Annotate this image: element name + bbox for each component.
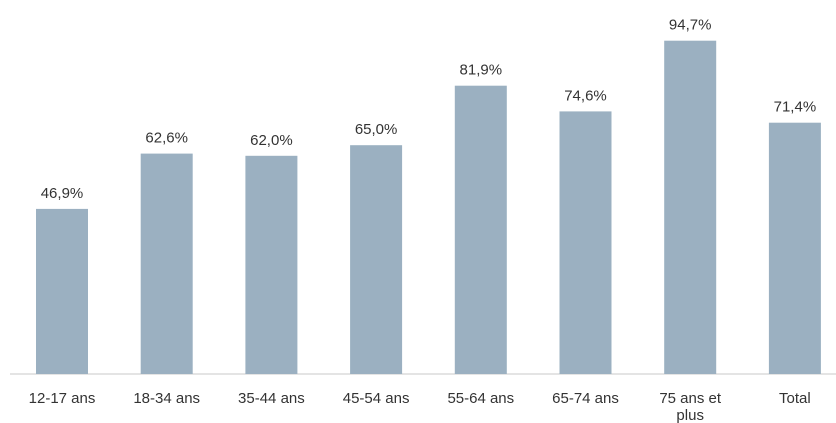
bar-5 (559, 111, 612, 375)
data-label-3: 65,0% (355, 121, 398, 138)
bar-1 (140, 153, 193, 374)
tick-label-line: 65-74 ans (552, 390, 619, 407)
tick-label-line: Total (779, 390, 811, 407)
tick-label-line: 75 ans et (659, 390, 722, 407)
tick-label-3: 45-54 ans (343, 390, 410, 407)
data-label-6: 94,7% (669, 17, 712, 34)
tick-label-7: Total (779, 390, 811, 407)
tick-label-line: 18-34 ans (133, 390, 200, 407)
tick-label-0: 12-17 ans (29, 390, 96, 407)
bar-4 (454, 85, 507, 374)
bar-0 (36, 208, 88, 374)
tick-label-2: 35-44 ans (238, 390, 305, 407)
bar-2 (245, 155, 298, 374)
data-label-7: 71,4% (774, 99, 817, 116)
bar-3 (350, 145, 403, 374)
tick-label-line: plus (676, 407, 704, 423)
tick-label-4: 55-64 ans (447, 390, 514, 407)
tick-label-line: 45-54 ans (343, 390, 410, 407)
data-label-1: 62,6% (145, 130, 188, 147)
bar-6 (664, 40, 717, 374)
data-label-4: 81,9% (460, 62, 503, 79)
value-labels-group: 46,9% 62,6% 62,0% 65,0% 81,9% 74,6% 94,7% 71,4% (41, 17, 816, 202)
bars-group (36, 40, 821, 375)
tick-label-6: 75 ans et plus (659, 390, 722, 423)
data-label-5: 74,6% (564, 87, 607, 104)
tick-label-line: 55-64 ans (447, 390, 514, 407)
tick-label-1: 18-34 ans (133, 390, 200, 407)
tick-label-line: 35-44 ans (238, 390, 305, 407)
tick-label-line: 12-17 ans (29, 390, 96, 407)
tick-labels-group: 12-17 ans 18-34 ans 35-44 ans 45-54 ans 55-6… (29, 390, 811, 423)
tick-label-5: 65-74 ans (552, 390, 619, 407)
bar-7 (768, 122, 821, 374)
data-label-2: 62,0% (250, 132, 293, 149)
data-label-0: 46,9% (41, 185, 84, 202)
